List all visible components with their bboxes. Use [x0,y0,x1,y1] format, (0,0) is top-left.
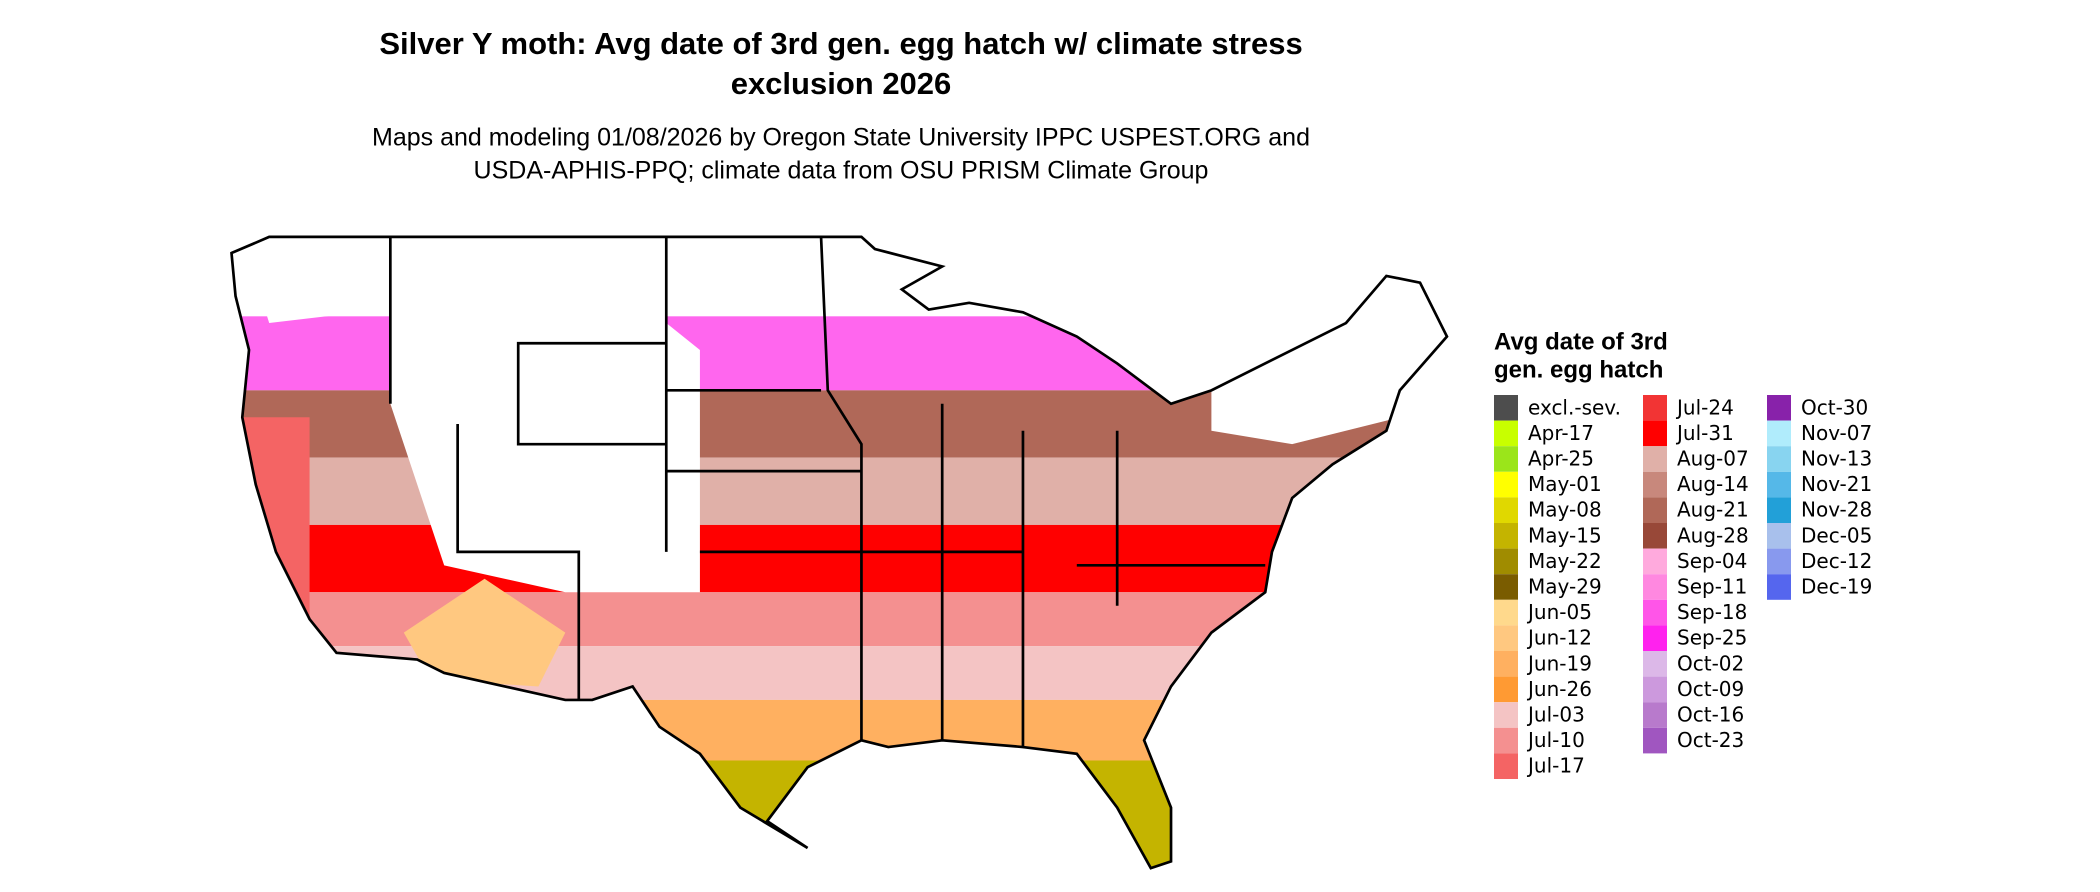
legend-label: Jun-05 [1526,600,1592,624]
legend-swatch [1767,523,1791,549]
legend-label: Jul-17 [1526,754,1585,778]
legend-swatch [1643,446,1667,472]
legend-label: Jul-31 [1675,421,1734,445]
map-title: exclusion 2026 [731,66,952,101]
legend-swatch [1643,548,1667,575]
legend-label: Nov-21 [1801,472,1872,496]
legend-swatch [1767,497,1791,523]
us-map [230,235,1449,870]
legend-title: gen. egg hatch [1494,356,1663,383]
legend-swatch [1767,471,1791,498]
legend-label: Oct-23 [1677,728,1744,752]
legend-label: Oct-02 [1677,651,1744,675]
legend-label: Jun-12 [1526,626,1592,650]
legend-swatch [1767,548,1791,575]
legend-swatch [1643,676,1667,703]
legend-label: Nov-28 [1801,498,1872,522]
legend-swatch [1767,420,1791,447]
legend-label: Sep-18 [1677,600,1747,624]
legend-swatch [1494,676,1518,703]
legend-swatch [1767,574,1791,600]
legend-label: Nov-13 [1801,447,1872,471]
legend-label: Oct-16 [1677,703,1744,727]
legend-swatch [1767,395,1791,421]
legend-swatch [1494,574,1518,600]
legend-label: Dec-05 [1801,523,1872,547]
legend-label: Sep-25 [1677,626,1747,650]
legend-swatch [1643,395,1667,421]
legend-swatch [1494,420,1518,447]
legend-label: Oct-09 [1677,677,1744,701]
legend-swatch [1643,599,1667,626]
legend-swatch [1767,446,1791,472]
legend-swatch [1643,420,1667,447]
legend-label: Jul-10 [1526,728,1585,752]
legend-swatch [1643,497,1667,523]
legend-swatch [1494,395,1518,421]
legend-swatch [1494,548,1518,575]
state-borders [230,235,1449,870]
legend-swatch [1643,574,1667,600]
legend-swatch [1494,471,1518,498]
legend-label: excl.-sev. [1528,395,1621,419]
legend-label: Dec-19 [1801,575,1872,599]
legend-swatch [1494,753,1518,779]
legend-swatch [1494,497,1518,523]
legend-label: May-15 [1528,523,1602,547]
legend-label: Jun-26 [1526,677,1592,701]
legend-label: Apr-25 [1528,447,1594,471]
legend-swatch [1643,625,1667,651]
map-subtitle: USDA-APHIS-PPQ; climate data from OSU PR… [474,157,1209,185]
legend-label: Jul-24 [1675,395,1734,419]
legend-swatch [1643,727,1667,754]
legend-label: Apr-17 [1528,421,1594,445]
hatch-date-fill [231,236,1447,869]
legend-label: Oct-30 [1801,395,1868,419]
legend-label: May-22 [1528,549,1602,573]
legend-swatch [1494,523,1518,549]
legend-swatch [1494,702,1518,728]
legend-swatch [1643,523,1667,549]
legend-label: Nov-07 [1801,421,1872,445]
legend-swatch [1494,625,1518,651]
legend-swatch [1643,471,1667,498]
legend-label: Aug-07 [1677,447,1749,471]
legend-title: Avg date of 3rd [1494,328,1668,355]
map-subtitle: Maps and modeling 01/08/2026 by Oregon S… [372,124,1310,152]
legend-swatch [1494,651,1518,677]
legend-label: May-29 [1528,575,1602,599]
legend-label: Dec-12 [1801,549,1872,573]
legend-swatch [1494,599,1518,626]
legend-label: Aug-14 [1677,472,1749,496]
legend-label: May-08 [1528,498,1602,522]
legend-label: Sep-11 [1677,575,1747,599]
legend-label: Jul-03 [1526,703,1585,727]
legend-label: Jun-19 [1526,651,1592,675]
legend-swatch [1643,702,1667,728]
legend-swatch [1494,446,1518,472]
map-title: Silver Y moth: Avg date of 3rd gen. egg … [379,26,1302,61]
legend: excl.-sev.Apr-17Apr-25May-01May-08May-15… [1494,395,1872,779]
legend-label: Aug-28 [1677,523,1749,547]
legend-label: Aug-21 [1677,498,1749,522]
legend-label: Sep-04 [1677,549,1747,573]
legend-swatch [1643,651,1667,677]
legend-label: May-01 [1528,472,1602,496]
legend-swatch [1494,727,1518,754]
